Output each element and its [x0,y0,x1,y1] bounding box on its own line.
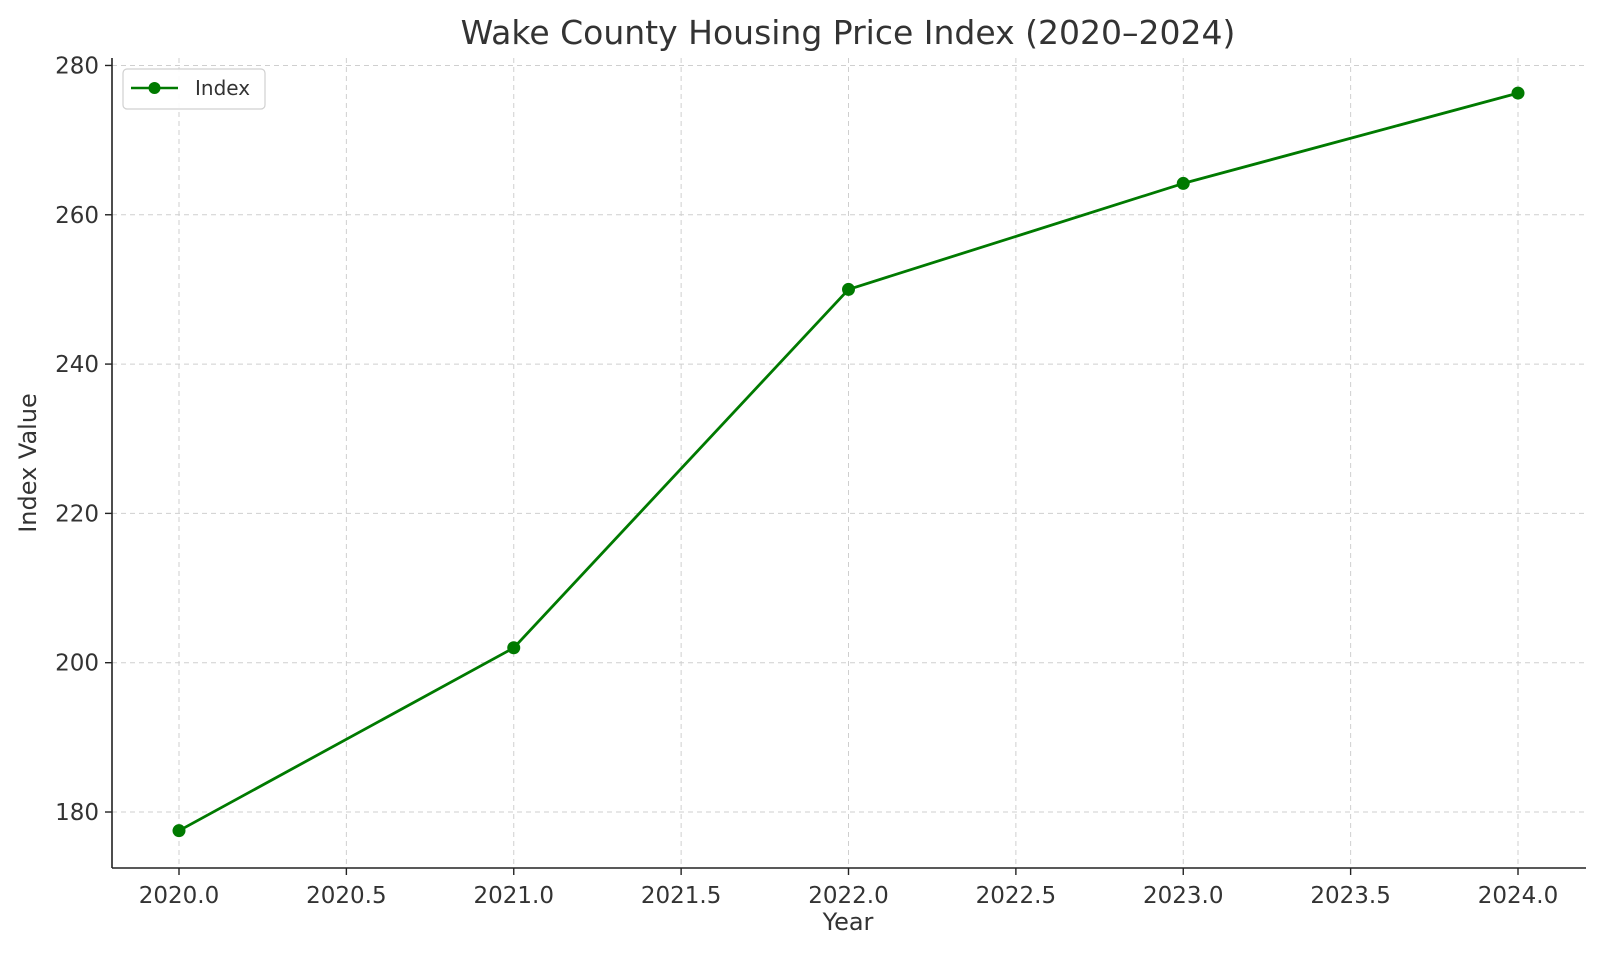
y-tick-label: 180 [55,800,99,826]
y-tick-label: 280 [55,53,99,79]
grid-lines [112,58,1586,868]
x-axis-ticks: 2020.0 2020.5 2021.0 2021.5 2022.0 2022.5 2023… [139,868,1558,909]
chart-title: Wake County Housing Price Index (2020–20… [461,13,1236,52]
y-tick-label: 200 [55,651,99,677]
data-point-2020 [172,824,186,838]
series-index [172,86,1525,838]
x-tick-label: 2022.5 [976,883,1056,909]
x-tick-label: 2022.0 [808,883,888,909]
x-tick-label: 2023.5 [1310,883,1390,909]
legend: Index [122,68,266,110]
data-point-2024 [1511,86,1525,100]
x-tick-label: 2021.5 [641,883,721,909]
data-point-2021 [507,641,521,655]
x-axis-label: Year [822,908,874,936]
x-tick-label: 2023.0 [1143,883,1223,909]
y-axis-ticks: 180 200 220 240 260 280 [55,53,112,826]
x-tick-label: 2021.0 [474,883,554,909]
legend-frame [122,68,266,110]
y-tick-label: 220 [55,501,99,527]
data-point-2023 [1176,176,1190,190]
legend-marker-swatch [148,82,161,94]
y-tick-label: 260 [55,203,99,229]
x-tick-label: 2024.0 [1478,883,1558,909]
x-tick-label: 2020.5 [306,883,386,909]
x-tick-label: 2020.0 [139,883,219,909]
y-axis-label: Index Value [14,393,42,533]
data-point-2022 [842,282,855,296]
y-tick-label: 240 [55,352,99,378]
legend-label-index: Index [195,76,250,100]
